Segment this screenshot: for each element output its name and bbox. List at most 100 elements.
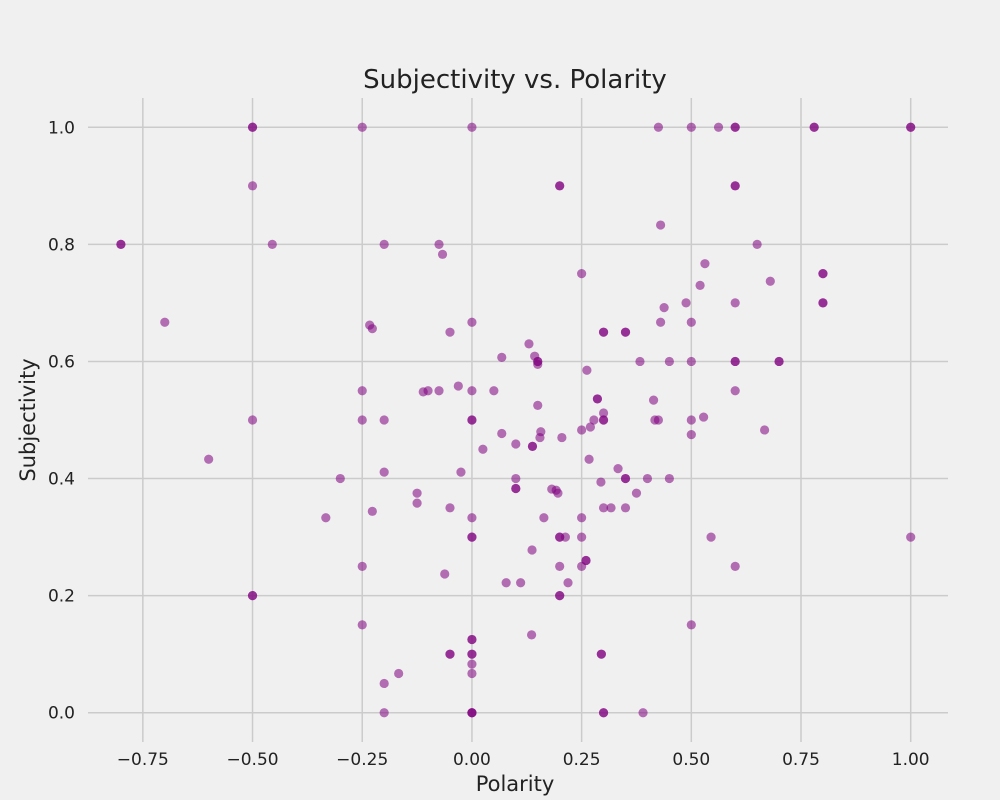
scatter-point [357,122,367,132]
scatter-point [774,356,784,367]
scatter-point [379,415,389,425]
scatter-point [581,555,591,566]
scatter-point [467,386,477,396]
scatter-point [656,220,666,230]
scatter-point [533,400,543,410]
scatter-point [613,463,623,474]
scatter-point [467,415,477,425]
x-tick-label: −0.75 [117,750,169,770]
scatter-point [511,483,521,494]
scatter-point [606,503,616,513]
y-tick-label: 0.2 [48,587,75,607]
scatter-point [379,239,389,249]
scatter-point [598,408,609,418]
scatter-point [456,467,466,477]
x-tick-label: 0.00 [453,750,491,770]
scatter-point [809,122,819,132]
scatter-point [765,276,775,286]
point-layer [116,122,916,718]
scatter-point [467,317,477,327]
scatter-point [440,569,450,579]
scatter-point [818,269,828,279]
scatter-point [445,327,455,337]
y-tick-label: 0.0 [48,704,75,724]
scatter-point [394,668,404,679]
scatter-point [596,649,606,659]
scatter-point [730,298,740,308]
x-tick-label: 0.25 [563,750,601,770]
scatter-point [489,386,499,396]
scatter-point [467,659,477,669]
scatter-point [412,488,422,498]
scatter-point [555,591,565,601]
scatter-point [247,415,258,425]
scatter-point [664,356,674,367]
scatter-point [642,473,653,484]
scatter-point [706,532,716,542]
scatter-point [423,386,433,396]
y-tick-label: 0.6 [48,352,75,372]
scatter-point [357,386,367,396]
scatter-point [648,395,659,405]
scatter-point [367,324,377,334]
scatter-point [656,317,666,327]
scatter-point [582,365,592,375]
scatter-point [357,415,367,425]
scatter-point [686,122,696,132]
scatter-point [713,122,724,132]
scatter-point [686,430,696,440]
x-tick-label: 0.75 [782,750,820,770]
scatter-point [906,532,916,542]
scatter-point [445,503,455,513]
scatter-point [589,415,599,425]
scatter-point [577,269,587,279]
scatter-point [335,473,345,484]
scatter-point [585,422,595,432]
scatter-point [620,503,631,513]
scatter-point [577,425,587,435]
scatter-point [560,532,570,542]
scatter-point [620,473,631,484]
scatter-point [730,561,740,571]
scatter-point [555,561,565,571]
scatter-point [536,427,546,437]
scatter-point [501,578,511,588]
scatter-point [445,649,455,659]
scatter-point [631,488,642,498]
scatter-point [557,432,567,443]
scatter-point [596,477,606,487]
scatter-point [467,532,477,542]
scatter-point [160,317,170,327]
grid-layer [88,98,948,742]
scatter-point [598,415,609,425]
scatter-point [686,415,696,425]
scatter-point [116,239,126,249]
scatter-point [584,454,594,464]
scatter-point [635,356,645,367]
scatter-point [437,249,448,259]
scatter-point [204,454,214,464]
scatter-point [527,441,538,451]
scatter-point [598,708,609,718]
y-tick-label: 1.0 [48,118,75,138]
scatter-point [686,317,696,327]
scatter-point [467,513,477,523]
scatter-point [379,708,389,718]
x-tick-label: 0.50 [672,750,710,770]
scatter-point [653,122,664,132]
x-tick-label: 1.00 [892,750,930,770]
scatter-point [638,708,648,718]
scatter-point [620,327,631,337]
scatter-point [434,386,444,396]
scatter-point [553,488,563,498]
scatter-point [681,298,691,308]
scatter-point [467,668,477,679]
scatter-point [555,181,565,191]
scatter-point [730,386,740,396]
scatter-point [267,239,277,249]
x-tick-label: −0.25 [336,750,388,770]
scatter-point [695,280,705,290]
scatter-point [563,578,573,588]
scatter-point [467,708,477,718]
